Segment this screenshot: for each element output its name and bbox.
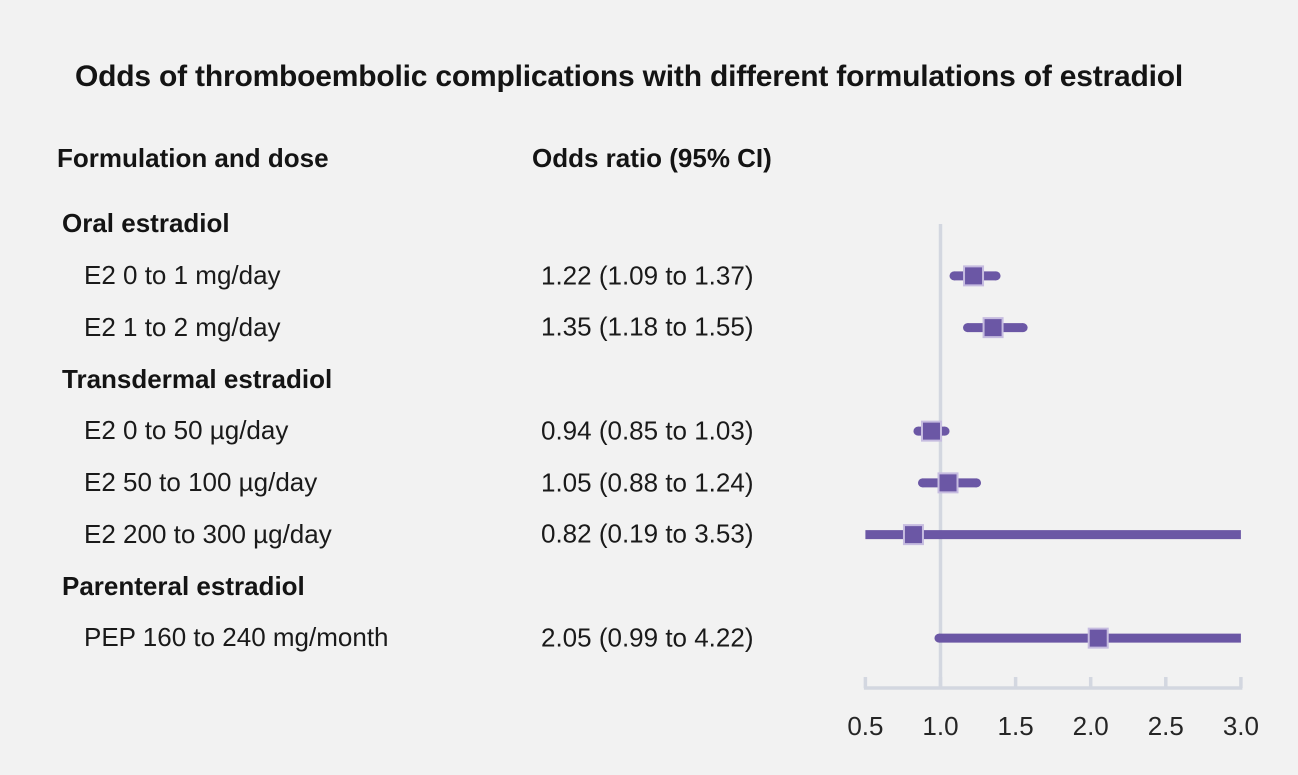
item-row: PEP 160 to 240 mg/month 2.05 (0.99 to 4.2… — [0, 612, 860, 664]
item-row: E2 1 to 2 mg/day 1.35 (1.18 to 1.55) — [0, 302, 860, 354]
dose-label: E2 50 to 100 µg/day — [84, 467, 318, 498]
odds-ratio-value: 1.05 (0.88 to 1.24) — [541, 467, 754, 498]
item-row: E2 0 to 50 µg/day 0.94 (0.85 to 1.03) — [0, 405, 860, 457]
column-headers: Formulation and dose Odds ratio (95% CI) — [0, 143, 1298, 175]
group-label: Oral estradiol — [62, 208, 230, 239]
dose-label: E2 200 to 300 µg/day — [84, 518, 332, 549]
column-header-odds-ratio: Odds ratio (95% CI) — [532, 143, 772, 173]
chart-title: Odds of thromboembolic complications wit… — [75, 60, 1183, 93]
odds-ratio-value: 0.82 (0.19 to 3.53) — [541, 518, 754, 549]
group-row: Transdermal estradiol — [0, 353, 860, 405]
item-row: E2 50 to 100 µg/day 1.05 (0.88 to 1.24) — [0, 457, 860, 509]
x-tick-label: 0.5 — [847, 711, 884, 741]
item-row: E2 200 to 300 µg/day 0.82 (0.19 to 3.53) — [0, 509, 860, 561]
group-row: Parenteral estradiol — [0, 560, 860, 612]
row-list: Oral estradiol E2 0 to 1 mg/day 1.22 (1.09… — [0, 198, 860, 664]
x-tick-label: 2.0 — [1072, 711, 1109, 741]
x-tick-label: 1.0 — [922, 711, 959, 741]
dose-label: E2 0 to 50 µg/day — [84, 415, 289, 446]
group-label: Transdermal estradiol — [62, 363, 333, 394]
x-tick-label: 1.5 — [997, 711, 1034, 741]
x-tick-label: 2.5 — [1147, 711, 1184, 741]
group-row: Oral estradiol — [0, 198, 860, 250]
column-header-formulation: Formulation and dose — [57, 143, 329, 173]
odds-ratio-value: 0.94 (0.85 to 1.03) — [541, 415, 754, 446]
dose-label: PEP 160 to 240 mg/month — [84, 622, 389, 653]
odds-ratio-value: 2.05 (0.99 to 4.22) — [541, 622, 754, 653]
x-tick-label: 3.0 — [1222, 711, 1259, 741]
group-label: Parenteral estradiol — [62, 570, 305, 601]
odds-ratio-value: 1.22 (1.09 to 1.37) — [541, 260, 754, 291]
dose-label: E2 0 to 1 mg/day — [84, 260, 281, 291]
item-row: E2 0 to 1 mg/day 1.22 (1.09 to 1.37) — [0, 250, 860, 302]
dose-label: E2 1 to 2 mg/day — [84, 311, 281, 342]
odds-ratio-value: 1.35 (1.18 to 1.55) — [541, 311, 754, 342]
